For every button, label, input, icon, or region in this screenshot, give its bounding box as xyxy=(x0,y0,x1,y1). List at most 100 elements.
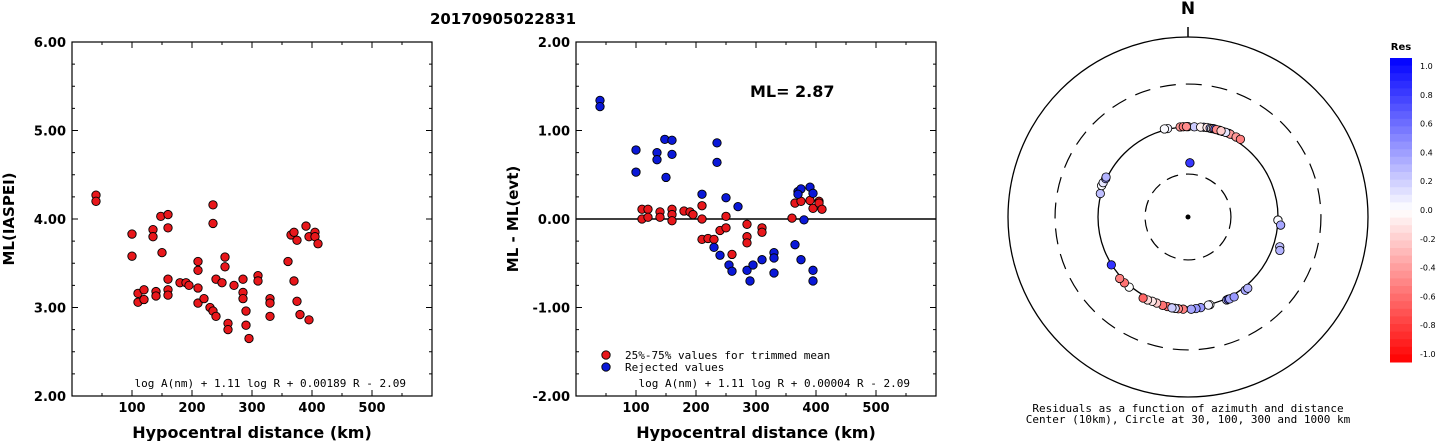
azimuth-residual-map: N Residuals as a function of azimuth and … xyxy=(1007,0,1369,426)
colorbar-segment xyxy=(1390,194,1412,203)
colorbar-segment xyxy=(1390,73,1412,82)
data-point xyxy=(148,232,158,242)
data-point xyxy=(757,255,767,265)
data-point xyxy=(208,200,218,210)
data-point xyxy=(721,193,731,203)
legend-label: 25%-75% values for trimmed mean xyxy=(625,349,830,362)
colorbar-segment xyxy=(1390,126,1412,135)
colorbar-segment xyxy=(1390,156,1412,165)
colorbar-segment xyxy=(1390,240,1412,249)
x-tick-label: 300 xyxy=(742,401,769,416)
colorbar-label: 0.2 xyxy=(1420,177,1433,186)
data-point xyxy=(211,311,221,321)
data-point xyxy=(91,196,101,206)
colorbar-segment xyxy=(1390,324,1412,333)
map-caption-line1: Residuals as a function of azimuth and d… xyxy=(1032,402,1343,415)
data-point xyxy=(721,211,731,221)
residual-distance-chart: 100 200 300 400 500 -2.00 -1.00 0.00 1.00 2.00 Hyp… xyxy=(504,36,937,441)
colorbar-segment xyxy=(1390,172,1412,181)
data-point xyxy=(301,221,311,231)
station-marker xyxy=(1275,245,1285,256)
data-point xyxy=(697,214,707,224)
station-marker xyxy=(1101,172,1111,182)
colorbar-segment xyxy=(1390,118,1412,127)
plot-frame xyxy=(71,41,433,397)
data-point xyxy=(793,189,803,199)
data-point xyxy=(667,149,677,160)
residual-colorbar: Res 1.0 0.8 0.6 0.4 0.2 0.0 -0.2 -0.4 -0.6 -0.8 -1.… xyxy=(1390,42,1436,363)
x-axis-label: Hypocentral distance (km) xyxy=(132,423,372,441)
station-marker xyxy=(1106,260,1116,270)
station-marker xyxy=(1243,283,1253,293)
colorbar-label: 0.8 xyxy=(1420,91,1433,100)
colorbar-segment xyxy=(1390,339,1412,348)
colorbar-label: 0.4 xyxy=(1420,148,1433,157)
colorbar-title: Res xyxy=(1391,42,1411,53)
data-point xyxy=(220,252,230,262)
x-tick-label: 100 xyxy=(118,401,145,416)
colorbar-segment xyxy=(1390,164,1412,173)
colorbar-segment xyxy=(1390,248,1412,257)
data-point xyxy=(193,265,203,275)
data-point xyxy=(742,265,752,275)
data-point xyxy=(769,268,779,278)
data-point xyxy=(163,290,173,300)
colorbar-segment xyxy=(1390,103,1412,112)
y-tick-label: -1.00 xyxy=(533,302,570,317)
legend-label: Rejected values xyxy=(625,361,724,374)
data-point xyxy=(265,311,275,321)
data-point xyxy=(265,298,275,308)
station-marker xyxy=(1167,303,1177,313)
data-point xyxy=(217,278,227,288)
data-point xyxy=(139,285,149,295)
ml-value: 2.87 xyxy=(795,82,834,101)
station-marker xyxy=(1186,304,1196,314)
data-point xyxy=(661,172,671,183)
x-tick-label: 400 xyxy=(802,401,829,416)
data-point xyxy=(253,276,263,286)
station-marker xyxy=(1115,273,1125,284)
data-point xyxy=(727,249,737,260)
data-point xyxy=(208,218,218,229)
legend-marker xyxy=(601,350,611,360)
x-tick-label: 500 xyxy=(358,401,385,416)
colorbar-segment xyxy=(1390,270,1412,279)
colorbar-label: -0.2 xyxy=(1420,235,1436,244)
data-point xyxy=(787,213,797,223)
data-point xyxy=(808,188,818,198)
x-tick-label: 500 xyxy=(862,401,889,416)
y-tick-label: 2.00 xyxy=(34,390,66,405)
y-axis-label: ML - ML(evt) xyxy=(504,166,522,272)
data-point xyxy=(241,306,251,316)
data-point xyxy=(712,157,722,168)
x-tick-label: 300 xyxy=(238,401,265,416)
data-point xyxy=(241,320,251,330)
colorbar-segment xyxy=(1390,308,1412,317)
data-point xyxy=(769,253,779,263)
data-point xyxy=(643,212,653,222)
data-point xyxy=(313,239,323,249)
colorbar-segment xyxy=(1390,88,1412,97)
data-point xyxy=(238,274,248,284)
data-point xyxy=(295,309,305,320)
data-point xyxy=(667,216,677,226)
colorbar-label: 0.6 xyxy=(1420,120,1433,129)
data-point xyxy=(184,280,194,291)
data-point xyxy=(139,294,149,305)
colorbar-segment xyxy=(1390,149,1412,158)
data-point xyxy=(199,293,209,304)
data-point xyxy=(799,215,809,225)
colorbar-segment xyxy=(1390,202,1412,211)
station-marker xyxy=(1095,188,1105,199)
data-point xyxy=(742,238,752,248)
colorbar-segment xyxy=(1390,111,1412,120)
data-point xyxy=(742,219,752,229)
colorbar-segment xyxy=(1390,217,1412,226)
data-point xyxy=(292,296,302,306)
data-point xyxy=(790,240,800,250)
x-tick-label: 400 xyxy=(298,401,325,416)
colorbar-segment xyxy=(1390,179,1412,188)
data-point xyxy=(667,135,677,145)
y-tick-label: 0.00 xyxy=(538,213,570,228)
